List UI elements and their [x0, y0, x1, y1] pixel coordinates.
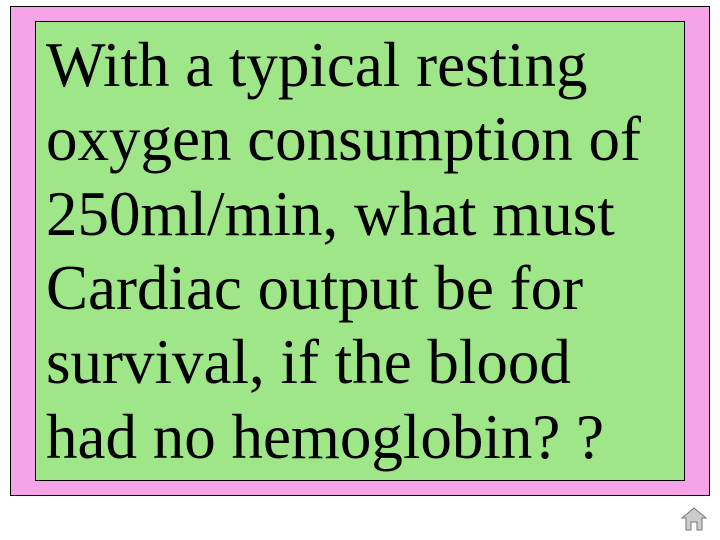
home-icon[interactable]	[680, 506, 708, 532]
question-text: With a typical resting oxygen consumptio…	[46, 28, 674, 474]
slide-inner-panel: With a typical resting oxygen consumptio…	[35, 21, 685, 481]
slide-outer-frame: With a typical resting oxygen consumptio…	[10, 6, 710, 496]
